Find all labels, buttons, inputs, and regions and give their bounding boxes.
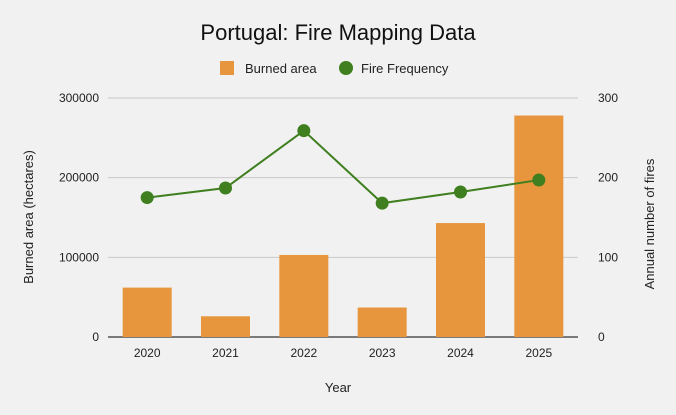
fire-frequency-point-2025 <box>532 173 546 187</box>
legend-swatch-burned-area <box>220 61 234 75</box>
fire-frequency-point-2024 <box>454 185 467 199</box>
legend-marker-fire-frequency <box>339 61 353 75</box>
y-axis-right-ticks: 0 100 200 300 <box>598 91 618 344</box>
x-tick-label-2023: 2023 <box>369 346 396 360</box>
fire-frequency-point-2020 <box>140 191 154 205</box>
y-tick-label-left: 300000 <box>59 91 99 105</box>
x-tick-label-2022: 2022 <box>290 346 317 360</box>
x-axis-title: Year <box>325 380 352 395</box>
legend-label-burned-area: Burned area <box>245 61 317 76</box>
bar-2021 <box>201 316 250 337</box>
legend-label-fire-frequency: Fire Frequency <box>361 61 449 76</box>
bar-2022 <box>279 254 329 337</box>
y-tick-label-left: 200000 <box>59 171 99 185</box>
y-tick-label-right: 300 <box>598 91 618 105</box>
fire-frequency-line <box>147 129 539 205</box>
fire-frequency-point-2021 <box>219 181 232 195</box>
bar-2023 <box>357 307 407 337</box>
y-axis-right-title: Annual number of fires <box>642 158 657 289</box>
chart-title: Portugal: Fire Mapping Data <box>200 20 476 45</box>
legend: Burned area Fire Frequency <box>220 61 449 76</box>
x-tick-labels: 2020 2021 2022 2023 2024 2025 <box>134 346 553 360</box>
x-tick-label-2021: 2021 <box>212 346 239 360</box>
y-tick-label-right: 200 <box>598 171 618 185</box>
line-points <box>140 124 546 210</box>
y-axis-left-title: Burned area (hectares) <box>21 150 36 284</box>
bar-2020 <box>122 287 172 337</box>
y-tick-label-right: 100 <box>598 250 618 264</box>
fire-frequency-point-2023 <box>375 196 389 210</box>
grid-lines <box>108 97 578 338</box>
y-tick-label-left: 100000 <box>59 250 99 264</box>
bar-2025 <box>514 115 564 337</box>
x-tick-label-2025: 2025 <box>525 346 552 360</box>
fire-frequency-point-2022 <box>297 124 311 138</box>
x-tick-label-2024: 2024 <box>447 346 474 360</box>
bars-series <box>122 115 564 337</box>
line-series <box>147 129 539 205</box>
x-tick-label-2020: 2020 <box>134 346 161 360</box>
y-tick-label-right: 0 <box>598 330 605 344</box>
y-axis-left-ticks: 0 100000 200000 300000 <box>59 91 99 344</box>
bar-2024 <box>436 223 485 337</box>
y-tick-label-left: 0 <box>92 330 99 344</box>
